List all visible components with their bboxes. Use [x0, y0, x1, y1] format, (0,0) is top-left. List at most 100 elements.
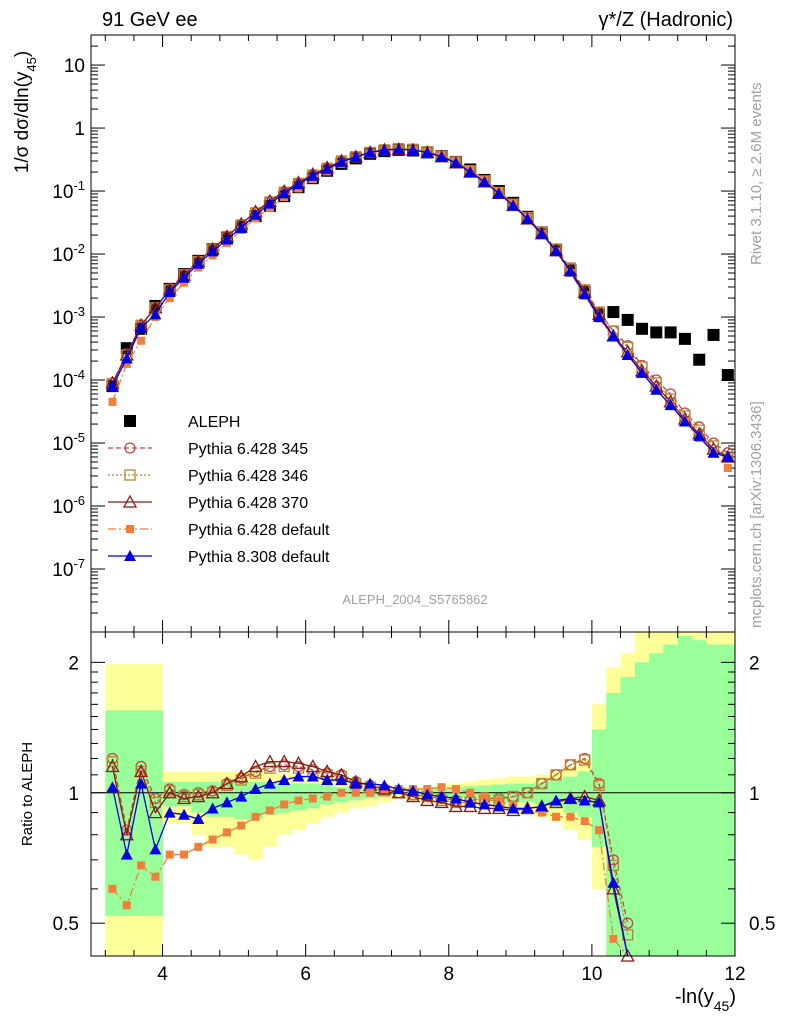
ratio-point-pythia-8-308-default — [464, 796, 477, 808]
x-tick-label: 4 — [157, 964, 168, 985]
ratio-point-pythia-8-308-default — [507, 802, 520, 814]
ratio-point-pythia-6-428-370 — [205, 785, 220, 799]
data-point-pythia-8-308-default — [535, 227, 548, 239]
data-point-pythia-8-308-default — [435, 150, 448, 162]
ratio-point-pythia-6-428-default — [137, 861, 146, 870]
ratio-point-pythia-6-428-default — [294, 796, 303, 805]
ratio-point-pythia-6-428-default — [180, 850, 189, 859]
data-point-aleph — [693, 353, 706, 366]
ratio-point-pythia-6-428-default — [552, 812, 561, 821]
ratio-point-pythia-6-428-default — [480, 792, 489, 801]
ratio-point-pythia-6-428-default — [451, 785, 460, 794]
ratio-uncertainty-bands — [91, 632, 736, 956]
ratio-point-pythia-6-428-370 — [162, 785, 177, 799]
stat-band-bin — [105, 710, 149, 916]
data-point-aleph — [664, 326, 677, 339]
ratio-point-pythia-6-428-370 — [448, 799, 464, 813]
ratio-point-pythia-6-428-346 — [564, 759, 577, 771]
ratio-point-pythia-6-428-default — [251, 812, 260, 821]
data-point-pythia-8-308-default — [163, 285, 176, 297]
ratio-y-tick-label: 1 — [68, 784, 79, 805]
stat-band-bin — [577, 771, 593, 817]
ratio-point-pythia-6-428-346 — [264, 762, 276, 774]
x-axis-label: -ln(y45) — [675, 986, 736, 1014]
main-series-marks — [105, 141, 735, 473]
ratio-point-pythia-6-428-default — [237, 821, 246, 830]
ratio-point-pythia-8-308-default — [263, 777, 276, 789]
ratio-point-pythia-6-428-default — [580, 817, 589, 826]
rivet-version-note: Rivet 3.1.10, ≥ 2.6M events — [748, 83, 765, 266]
ratio-point-pythia-6-428-370 — [262, 754, 277, 768]
data-point-pythia-8-308-default — [607, 329, 620, 341]
ratio-point-pythia-6-428-346 — [521, 787, 534, 799]
data-point-pythia-8-308-default — [593, 311, 606, 323]
analysis-label: ALEPH_2004_S5765862 — [342, 592, 487, 607]
data-point-pythia-6-428-default — [165, 294, 174, 303]
data-point-pythia-8-308-default — [135, 321, 148, 333]
ratio-point-pythia-6-428-default — [351, 788, 360, 797]
ratio-point-pythia-6-428-346 — [593, 779, 605, 792]
data-point-pythia-8-308-default — [321, 162, 334, 174]
data-point-pythia-8-308-default — [335, 155, 348, 167]
ratio-point-pythia-8-308-default — [607, 876, 620, 888]
y-tick-label: 10-4 — [52, 367, 85, 392]
x-tick-label: 12 — [724, 964, 745, 985]
ratio-point-pythia-8-308-default — [392, 783, 405, 795]
legend-label: ALEPH — [188, 414, 240, 431]
ratio-point-pythia-6-428-default — [308, 794, 317, 803]
stat-band-bin — [262, 781, 278, 815]
data-point-pythia-8-308-default — [464, 166, 477, 178]
main-plot-panel: 10-7 10-6 10-5 10-4 10-3 10-2 10-1 1 10 1/σ dσ/d… — [12, 34, 736, 633]
data-point-pythia-8-308-default — [721, 450, 734, 462]
ratio-point-pythia-6-428-346 — [550, 769, 562, 781]
x-tick-label: 6 — [300, 964, 311, 985]
ratio-point-pythia-8-308-default — [292, 770, 305, 782]
legend-label: Pythia 6.428 345 — [188, 441, 308, 458]
ratio-point-pythia-6-428-345 — [622, 917, 634, 929]
ratio-point-pythia-6-428-default — [366, 788, 375, 797]
ratio-point-pythia-8-308-default — [135, 777, 148, 789]
ratio-point-pythia-6-428-370 — [434, 795, 449, 809]
header-left-label: 91 GeV ee — [102, 9, 198, 31]
stat-band-bin — [692, 640, 707, 956]
ratio-plot-frame — [90, 631, 736, 957]
data-point-pythia-8-308-default — [349, 151, 362, 163]
ratio-point-pythia-6-428-346 — [579, 754, 591, 766]
data-point-pythia-8-308-default — [149, 308, 162, 320]
data-point-pythia-8-308-default — [235, 221, 248, 233]
legend-label: Pythia 6.428 346 — [188, 468, 308, 485]
ratio-point-pythia-8-308-default — [149, 843, 162, 855]
ratio-point-pythia-8-308-default — [321, 774, 334, 786]
data-point-pythia-8-308-default — [664, 399, 677, 411]
ratio-point-pythia-8-308-default — [449, 792, 462, 804]
ratio-point-pythia-8-308-default — [349, 777, 362, 789]
legend: ALEPH Pythia 6.428 345 Pythia 6.428 346 Pyt… — [108, 414, 330, 566]
ratio-point-pythia-8-308-default — [535, 800, 548, 812]
legend-marker — [124, 415, 136, 427]
legend-label: Pythia 6.428 default — [188, 522, 330, 539]
data-point-pythia-6-428-default — [137, 336, 146, 345]
legend-marker — [124, 550, 136, 561]
ratio-point-pythia-6-428-346 — [536, 777, 548, 790]
ratio-point-pythia-8-308-default — [521, 802, 534, 814]
ratio-point-pythia-8-308-default — [249, 783, 262, 795]
ratio-point-pythia-8-308-default — [178, 808, 191, 820]
y-tick-label: 10-1 — [52, 178, 85, 203]
data-point-pythia-8-308-default — [120, 352, 133, 364]
ratio-point-pythia-6-428-346 — [607, 859, 620, 871]
stat-band-bin — [649, 653, 664, 956]
ratio-point-pythia-8-308-default — [593, 796, 606, 808]
data-point-aleph — [635, 322, 648, 335]
legend-marker — [126, 525, 134, 533]
ratio-point-pythia-6-428-370 — [606, 881, 621, 895]
ratio-point-pythia-6-428-370 — [291, 755, 306, 769]
ratio-point-pythia-6-428-default — [151, 872, 160, 881]
y-tick-label: 10-2 — [52, 241, 85, 266]
data-point-pythia-8-308-default — [492, 187, 505, 199]
data-point-pythia-8-308-default — [693, 429, 706, 441]
ratio-point-pythia-6-428-370 — [105, 759, 120, 773]
data-point-pythia-8-308-default — [278, 187, 291, 199]
ratio-point-pythia-6-428-default — [280, 800, 289, 809]
ratio-point-pythia-6-428-default — [222, 828, 231, 837]
data-point-pythia-8-308-default — [449, 156, 462, 168]
